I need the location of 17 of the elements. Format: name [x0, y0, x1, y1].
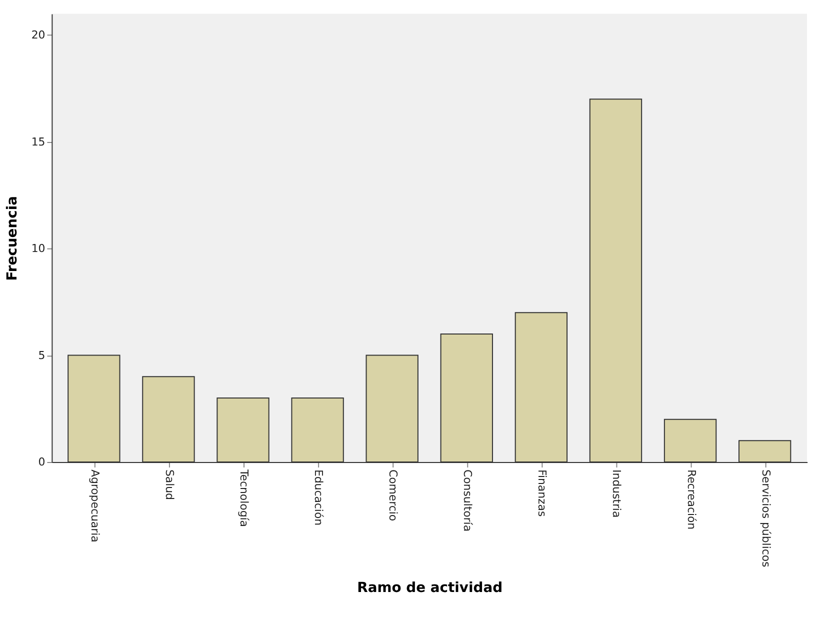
x-tick-label: Agropecuaria: [88, 469, 102, 542]
y-tick-label: 20: [31, 28, 46, 42]
x-tick-label: Tecnología: [238, 468, 251, 527]
x-tick-label: Servicios públicos: [759, 469, 772, 568]
x-tick-label: Consultoría: [461, 469, 474, 532]
x-tick-label: Educación: [312, 469, 326, 526]
x-tick-label: Salud: [162, 469, 176, 500]
x-tick-label: Finanzas: [536, 469, 549, 517]
x-tick-label: Industria: [610, 469, 624, 518]
y-axis-title: Frecuencia: [4, 196, 20, 281]
y-tick-label: 5: [38, 348, 46, 362]
y-tick-label: 10: [31, 242, 46, 256]
x-axis-title: Ramo de actividad: [357, 580, 503, 596]
x-tick-label: Comercio: [386, 469, 400, 522]
y-tick-label: 0: [38, 455, 46, 468]
x-tick-label: Recreación: [684, 469, 698, 530]
y-tick-label: 15: [31, 135, 46, 148]
